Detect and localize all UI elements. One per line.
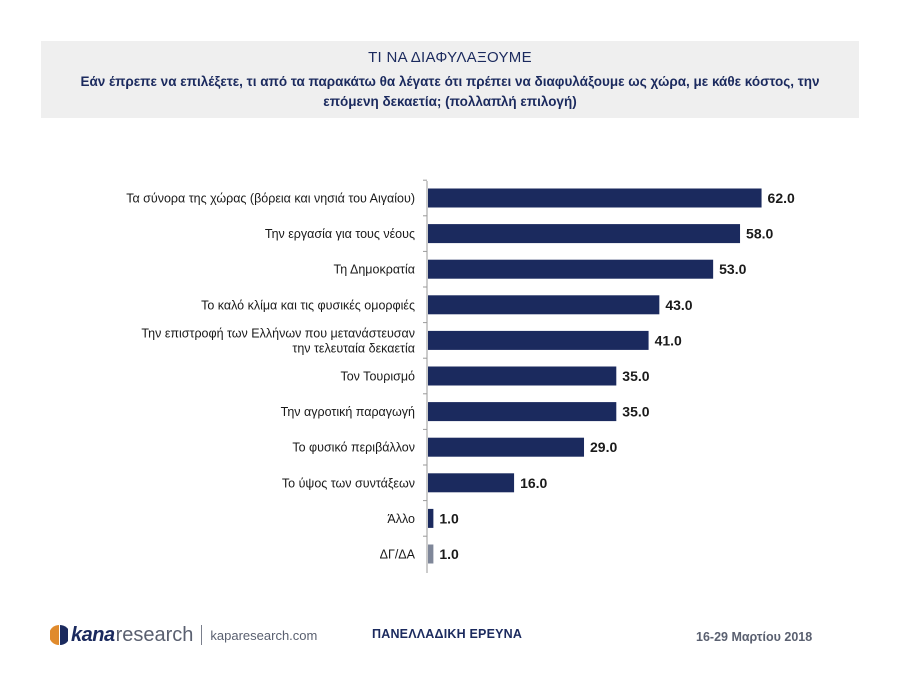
category-label: Την εργασία για τους νέους [265,227,415,241]
survey-label: ΠΑΝΕΛΛΑΔΙΚΗ ΕΡΕΥΝΑ [372,627,523,641]
survey-date: 16-29 Μαρτίου 2018 [696,630,813,644]
category-label: Την επιστροφή των Ελλήνων που μετανάστευ… [141,326,415,340]
category-label: Τα σύνορα της χώρας (βόρεια και νησιά το… [126,192,415,206]
logo-research-text: research [115,623,194,646]
bar [428,224,741,244]
bar-value-label: 29.0 [590,439,617,455]
category-label: ΔΓ/ΔΑ [380,548,416,562]
category-label: Τη Δημοκρατία [334,263,415,277]
bar [428,544,434,564]
logo-mark-icon [50,625,68,645]
bar [428,295,660,315]
header-band [41,41,859,118]
category-label: Την αγροτική παραγωγή [281,405,415,419]
bar-value-label: 16.0 [520,475,547,491]
bar [428,188,762,208]
bar-value-label: 1.0 [439,510,459,526]
bar [428,473,515,493]
logo-kana-text: kana [71,623,115,646]
bar [428,366,617,386]
bar [428,402,617,422]
bar-value-label: 62.0 [768,190,795,206]
bar-value-label: 1.0 [439,546,459,562]
bar [428,259,714,279]
logo-url: kaparesearch.com [210,627,318,643]
category-label: Το καλό κλίμα και τις φυσικές ομορφιές [201,298,415,312]
bar-value-label: 43.0 [665,297,692,313]
chart-subtitle: Εάν έπρεπε να επιλέξετε, τι από τα παρακ… [80,74,820,109]
bar-value-label: 35.0 [622,404,649,420]
bar [428,437,585,457]
bar [428,330,649,350]
category-label: Το φυσικό περιβάλλον [292,441,415,455]
category-label: Το ύψος των συντάξεων [282,476,415,490]
bar-value-label: 53.0 [719,261,746,277]
kapa-research-logo: kana research kaparesearch.com [50,622,317,648]
bar-value-label: 41.0 [655,332,682,348]
bar-value-label: 35.0 [622,368,649,384]
logo-separator [201,625,203,645]
category-label: Τον Τουρισμό [340,370,415,384]
chart-title: ΤΙ ΝΑ ΔΙΑΦΥΛΑΞΟΥΜΕ [368,49,532,66]
bar-value-label: 58.0 [746,226,773,242]
category-label: την τελευταία δεκαετία [292,341,415,355]
category-label: Άλλο [387,512,415,526]
bar [428,508,434,528]
